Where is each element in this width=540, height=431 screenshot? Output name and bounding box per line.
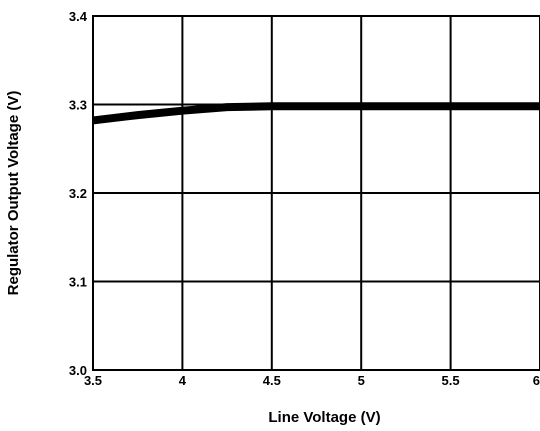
y-tick-label: 3.1: [69, 275, 87, 290]
x-tick-label: 3.5: [84, 373, 102, 388]
grid-lines: [93, 16, 540, 370]
y-tick-label: 3.2: [69, 186, 87, 201]
x-tick-label: 5: [358, 373, 365, 388]
data-series-line: [92, 102, 540, 125]
x-axis-label: Line Voltage (V): [268, 409, 380, 426]
x-tick-label: 5.5: [442, 373, 460, 388]
y-tick-labels: 3.0 3.1 3.2 3.3 3.4: [69, 9, 88, 378]
x-tick-label: 4.5: [263, 373, 281, 388]
series-group: [92, 102, 540, 125]
y-tick-label: 3.4: [69, 9, 88, 24]
y-tick-label: 3.0: [69, 363, 87, 378]
y-tick-label: 3.3: [69, 98, 87, 113]
x-tick-label: 6: [533, 373, 540, 388]
y-axis-label: Regulator Output Voltage (V): [5, 91, 22, 296]
plot-frame: [92, 15, 540, 371]
x-tick-label: 4: [179, 373, 187, 388]
x-tick-labels: 3.5 4 4.5 5 5.5 6: [84, 373, 540, 388]
